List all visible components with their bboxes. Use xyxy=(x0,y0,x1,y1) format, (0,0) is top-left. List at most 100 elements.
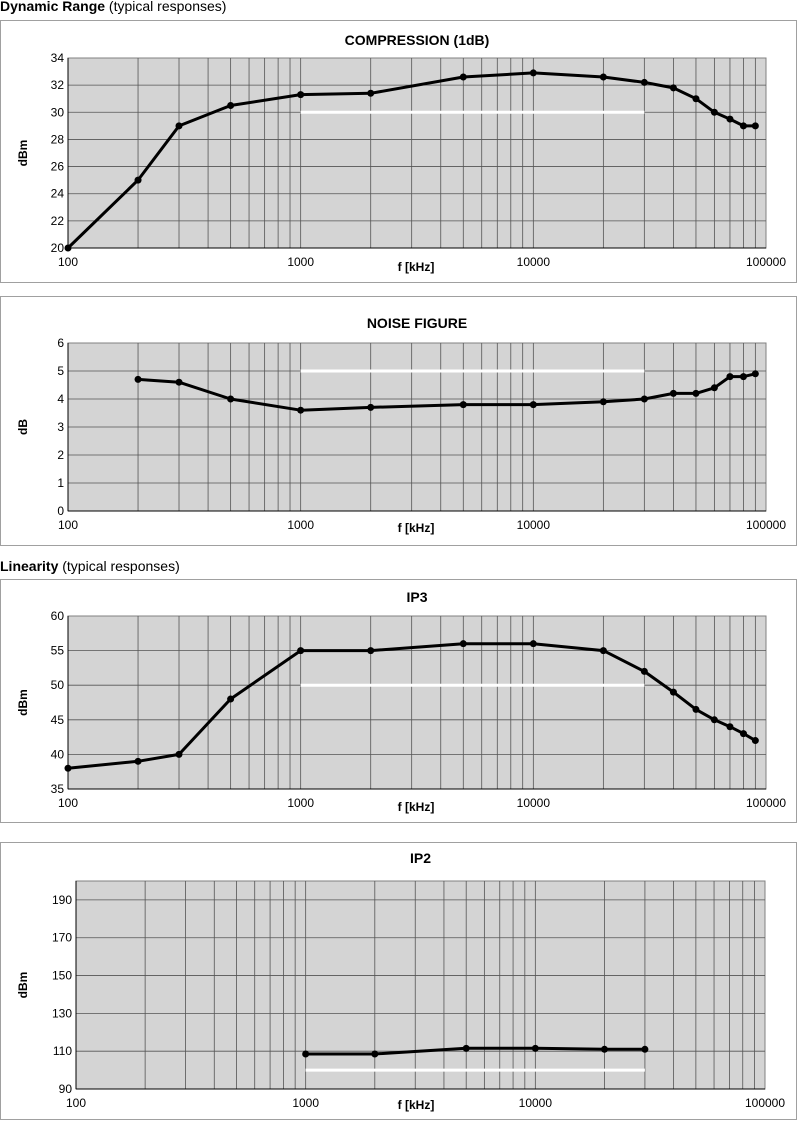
series-line xyxy=(67,642,757,770)
data-point xyxy=(462,1044,470,1052)
chart-title: IP2 xyxy=(410,850,431,866)
y-tick-label: 30 xyxy=(51,105,65,119)
y-tick-label: 26 xyxy=(51,160,65,174)
data-point xyxy=(297,647,305,655)
data-point xyxy=(640,667,648,675)
y-axis-label: dBm xyxy=(16,689,30,716)
x-tick-label: 10000 xyxy=(517,796,551,810)
data-point xyxy=(599,398,607,406)
data-point xyxy=(600,1045,608,1053)
x-tick-label: 100 xyxy=(58,255,78,269)
data-point xyxy=(459,73,467,81)
x-axis-label: f [kHz] xyxy=(398,521,435,535)
y-tick-label: 3 xyxy=(57,420,64,434)
chart-svg: 0 1 2 3 4 5 6 100 1000 10000 100000 NOISE FIGURE f [… xyxy=(16,315,786,535)
chart-svg: 20 22 24 26 28 30 32 34 100 1000 10000 100000 COMPRE… xyxy=(16,32,786,274)
chart-title: NOISE FIGURE xyxy=(367,315,467,331)
data-point xyxy=(367,647,375,655)
y-tick-label: 22 xyxy=(51,214,65,228)
chart-title: COMPRESSION (1dB) xyxy=(345,32,490,48)
y-tick-label: 6 xyxy=(57,336,64,350)
data-point xyxy=(175,378,183,386)
chart-ip2: 90 110 130 150 170 190 100 1000 10000 100000 IP2 f … xyxy=(0,842,797,1120)
data-point xyxy=(739,373,747,381)
x-tick-label: 100000 xyxy=(746,255,786,269)
x-tick-label: 10000 xyxy=(517,518,551,532)
y-tick-label: 45 xyxy=(51,713,65,727)
chart-title: IP3 xyxy=(406,589,427,605)
data-point xyxy=(751,737,759,745)
data-point xyxy=(134,176,142,184)
chart-compression: 20 22 24 26 28 30 32 34 100 1000 10000 100000 COMPRE… xyxy=(0,20,797,283)
data-point xyxy=(64,764,72,772)
y-axis-label: dB xyxy=(16,419,30,435)
series-line xyxy=(66,71,756,250)
x-tick-label: 100000 xyxy=(746,518,786,532)
data-point xyxy=(599,647,607,655)
data-point xyxy=(297,406,305,414)
data-point xyxy=(726,373,734,381)
data-point xyxy=(459,640,467,648)
data-point xyxy=(529,640,537,648)
data-point xyxy=(710,384,718,392)
data-point xyxy=(529,69,537,77)
data-point xyxy=(710,716,718,724)
data-point xyxy=(227,102,235,109)
data-point xyxy=(692,95,700,103)
heading-normal: (typical responses) xyxy=(58,558,180,574)
y-tick-label: 60 xyxy=(51,609,65,623)
data-point xyxy=(726,723,734,731)
y-tick-label: 20 xyxy=(51,241,65,255)
y-tick-label: 150 xyxy=(52,969,72,983)
y-axis-label: dBm xyxy=(16,972,30,999)
y-tick-label: 90 xyxy=(59,1082,73,1096)
data-point xyxy=(175,122,183,130)
x-axis-label: f [kHz] xyxy=(398,260,435,274)
x-tick-label: 100 xyxy=(58,518,78,532)
data-point xyxy=(64,244,72,252)
chart-ip3: 35 40 45 50 55 60 100 1000 10000 100000 IP3 f [kHz]… xyxy=(0,579,797,823)
y-tick-label: 24 xyxy=(51,187,65,201)
y-tick-label: 0 xyxy=(57,504,64,518)
data-point xyxy=(739,122,747,130)
data-point xyxy=(175,750,183,758)
y-tick-label: 4 xyxy=(57,392,64,406)
data-point xyxy=(302,1050,310,1058)
y-tick-label: 32 xyxy=(51,78,65,92)
x-tick-label: 10000 xyxy=(517,255,551,269)
x-tick-label: 100000 xyxy=(746,796,786,810)
data-point xyxy=(531,1044,539,1052)
y-tick-label: 34 xyxy=(51,51,65,65)
data-point xyxy=(751,370,759,378)
data-point xyxy=(710,108,718,116)
y-tick-label: 55 xyxy=(51,644,65,658)
data-point xyxy=(726,115,734,123)
x-tick-label: 1000 xyxy=(287,255,314,269)
section-heading-dynamic-range: Dynamic Range (typical responses) xyxy=(0,0,226,14)
x-tick-label: 100 xyxy=(58,796,78,810)
data-point xyxy=(692,389,700,397)
series-line xyxy=(305,1046,645,1056)
x-axis-label: f [kHz] xyxy=(398,1098,435,1112)
data-point xyxy=(529,401,537,409)
data-point xyxy=(367,403,375,411)
y-tick-label: 28 xyxy=(51,132,65,146)
data-point xyxy=(134,375,142,383)
data-point xyxy=(739,730,747,738)
data-point xyxy=(640,395,648,403)
data-point xyxy=(227,695,235,703)
y-tick-label: 110 xyxy=(53,1044,72,1058)
data-point xyxy=(371,1050,379,1058)
chart-svg: 90 110 130 150 170 190 100 1000 10000 100000 IP2 f … xyxy=(16,850,785,1112)
data-point xyxy=(367,89,375,97)
data-point xyxy=(640,78,648,86)
data-point xyxy=(599,73,607,81)
y-tick-label: 130 xyxy=(52,1006,72,1020)
data-point xyxy=(751,122,759,130)
chart-noise-figure: 0 1 2 3 4 5 6 100 1000 10000 100000 NOISE FIGURE f [… xyxy=(0,296,797,546)
plot-area xyxy=(67,615,767,790)
x-tick-label: 100 xyxy=(66,1096,86,1110)
y-tick-label: 5 xyxy=(57,364,64,378)
data-point xyxy=(297,91,305,99)
plot-area xyxy=(67,57,767,249)
